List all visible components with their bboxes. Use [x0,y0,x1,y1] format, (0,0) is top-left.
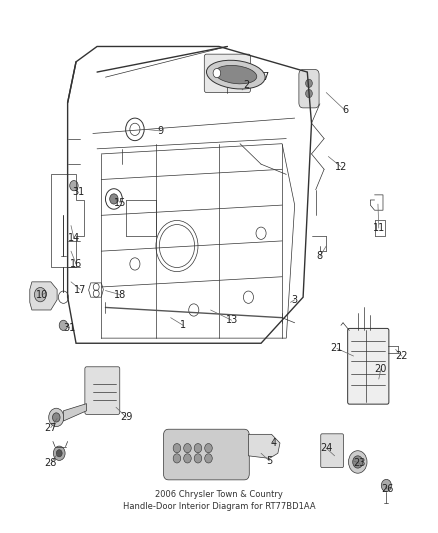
Text: 11: 11 [373,223,385,233]
Polygon shape [30,282,57,310]
Text: 29: 29 [120,413,133,423]
Circle shape [353,456,363,468]
Circle shape [184,443,191,453]
Text: 28: 28 [45,458,57,469]
Ellipse shape [215,66,257,84]
FancyBboxPatch shape [85,367,120,414]
Text: 27: 27 [45,423,57,433]
Text: 1: 1 [180,320,186,330]
Text: 10: 10 [36,289,49,300]
Text: 31: 31 [72,187,84,197]
FancyBboxPatch shape [321,434,343,467]
Circle shape [35,287,46,302]
Circle shape [49,408,64,426]
Circle shape [173,443,181,453]
Text: 2: 2 [243,80,250,90]
FancyBboxPatch shape [348,328,389,404]
Text: 8: 8 [317,251,323,261]
Text: 21: 21 [331,343,343,353]
Text: 12: 12 [335,161,347,172]
Circle shape [205,454,212,463]
Polygon shape [64,403,87,421]
Circle shape [184,454,191,463]
Circle shape [381,479,392,491]
Circle shape [56,450,62,457]
Text: 20: 20 [374,364,387,374]
Text: 9: 9 [157,126,163,136]
Text: 2006 Chrysler Town & Country
Handle-Door Interior Diagram for RT77BD1AA: 2006 Chrysler Town & Country Handle-Door… [123,490,315,511]
Text: 4: 4 [271,438,277,448]
FancyBboxPatch shape [204,54,251,93]
Text: 22: 22 [396,351,408,361]
Circle shape [306,79,312,87]
Circle shape [306,90,312,98]
Text: 17: 17 [74,285,86,295]
FancyBboxPatch shape [299,69,319,108]
Text: 16: 16 [70,259,82,269]
Circle shape [53,446,65,461]
Text: 15: 15 [114,198,127,207]
Circle shape [194,454,202,463]
Circle shape [59,320,67,330]
Text: 26: 26 [381,484,393,494]
Text: 3: 3 [292,295,298,305]
Text: 24: 24 [320,443,332,453]
Text: 5: 5 [266,456,272,466]
Circle shape [213,68,221,78]
Circle shape [205,443,212,453]
Circle shape [194,443,202,453]
Text: 13: 13 [226,315,238,325]
Text: 7: 7 [262,72,268,82]
Circle shape [53,413,60,422]
Circle shape [173,454,181,463]
Text: 14: 14 [68,233,80,244]
Polygon shape [248,434,280,458]
Text: 6: 6 [342,106,348,116]
Text: 23: 23 [353,458,366,469]
FancyBboxPatch shape [163,429,249,480]
Text: 18: 18 [114,289,126,300]
Circle shape [70,181,78,191]
Text: 31: 31 [64,323,76,333]
Circle shape [110,194,118,204]
Ellipse shape [206,60,265,89]
Circle shape [349,451,367,473]
